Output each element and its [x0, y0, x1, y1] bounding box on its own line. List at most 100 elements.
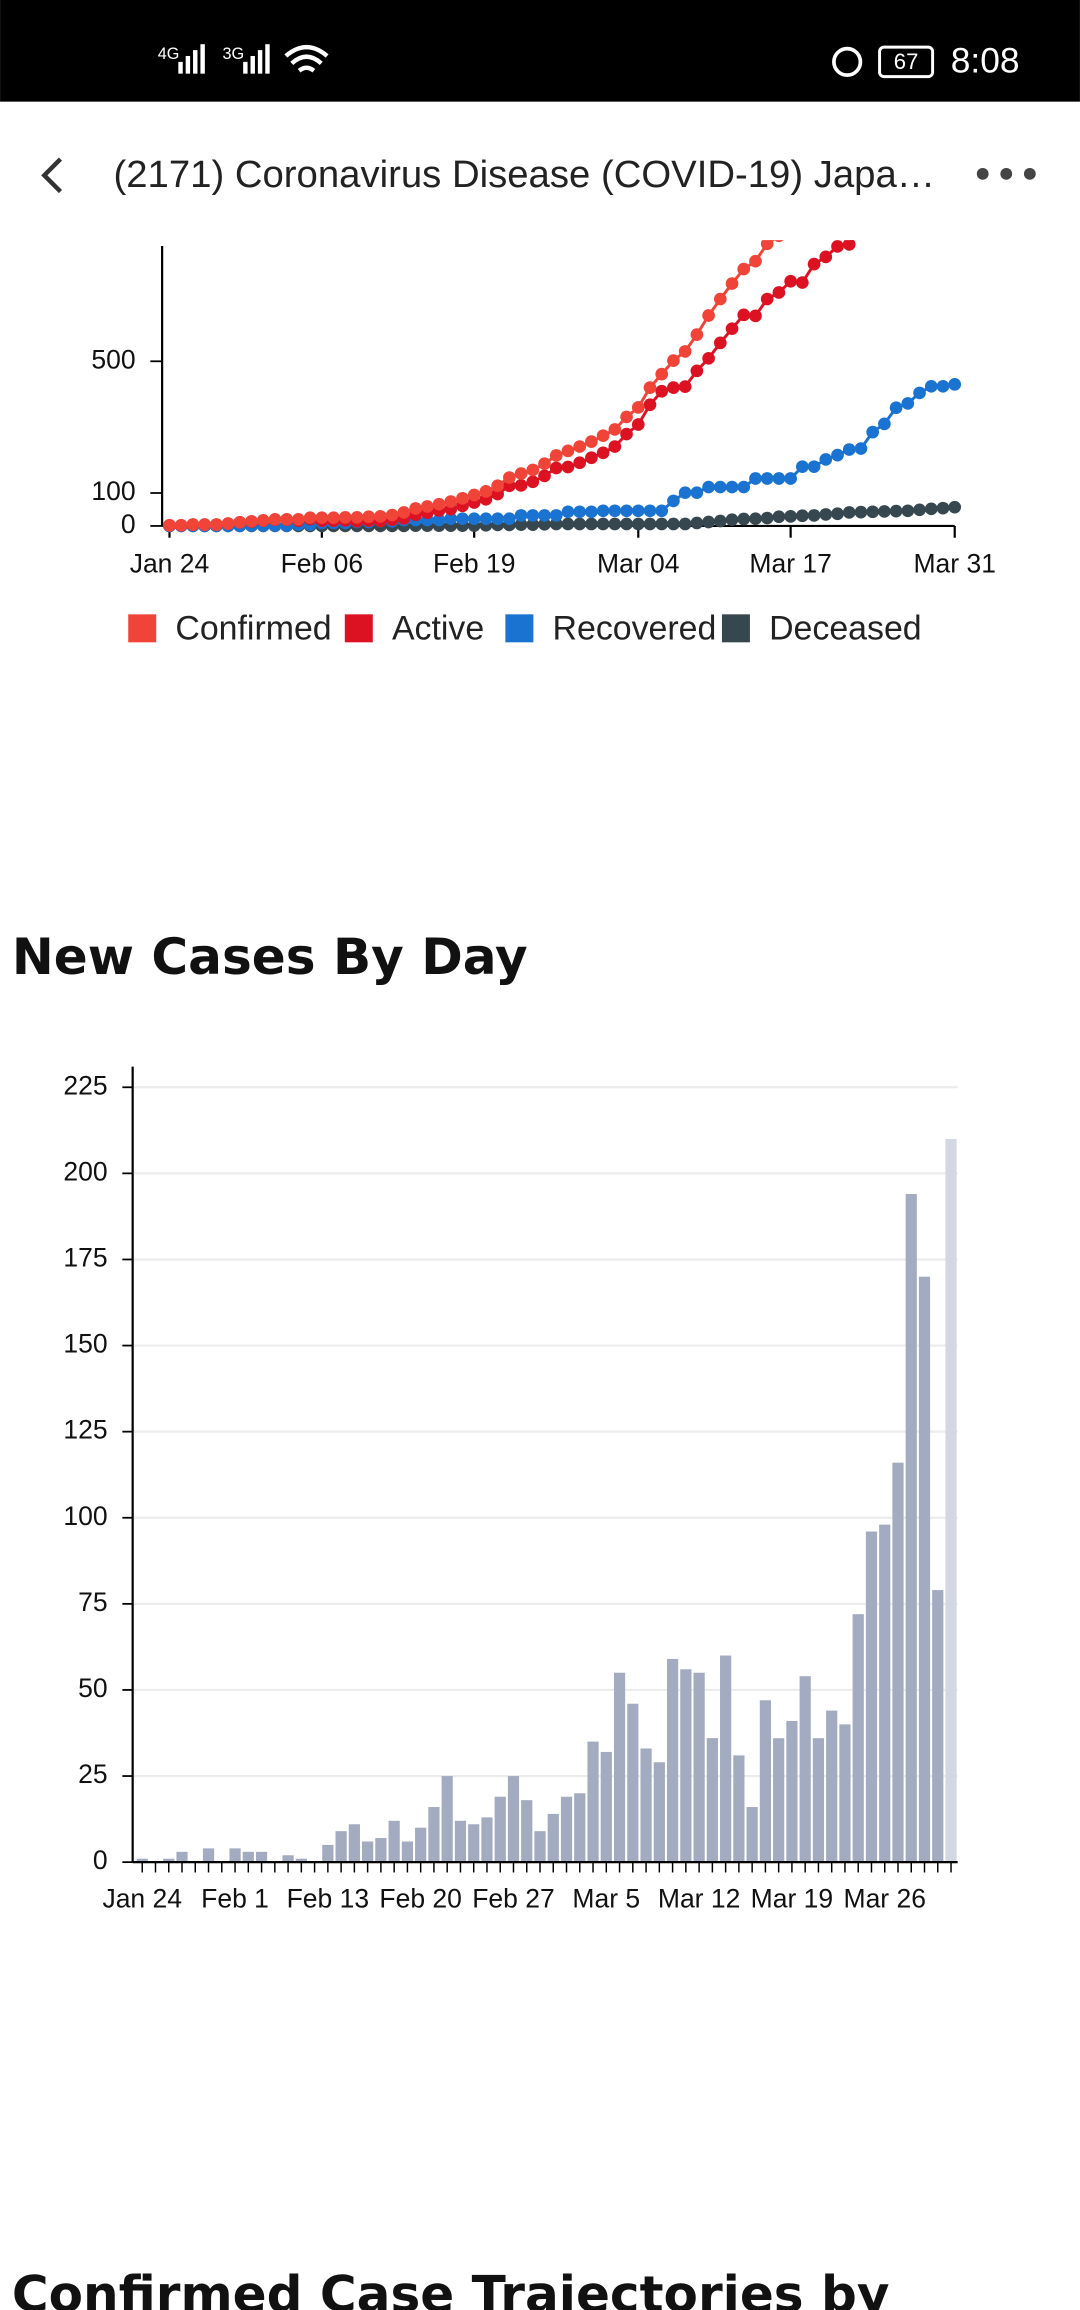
bar	[865, 1531, 878, 1863]
y-tick-label: 200	[63, 1156, 107, 1186]
data-point	[784, 218, 797, 231]
data-point	[327, 511, 340, 525]
data-point	[807, 509, 821, 522]
data-point	[913, 503, 926, 517]
bar	[587, 1741, 599, 1863]
legend-label: Recovered	[553, 609, 717, 647]
y-tick-label: 25	[78, 1759, 107, 1789]
data-point	[268, 513, 282, 526]
y-tick-label: 175	[63, 1242, 107, 1272]
bar	[202, 1848, 215, 1863]
data-point	[526, 463, 540, 477]
data-point	[737, 308, 751, 322]
data-point	[854, 442, 868, 455]
data-point	[713, 480, 727, 494]
data-point	[467, 512, 481, 526]
bar	[879, 1524, 891, 1863]
bar	[494, 1796, 506, 1863]
data-point	[163, 518, 176, 532]
x-tick-label: Mar 19	[751, 1883, 833, 1913]
data-point	[643, 517, 657, 531]
bar	[136, 1858, 148, 1863]
data-point	[749, 512, 762, 526]
bar	[918, 1276, 931, 1863]
bar	[720, 1655, 732, 1863]
data-point	[678, 486, 692, 500]
x-tick-label: Feb 13	[287, 1883, 370, 1913]
data-point	[526, 518, 540, 531]
bar	[335, 1831, 347, 1863]
data-point	[491, 512, 504, 526]
data-point	[503, 471, 516, 484]
y-tick-label: 150	[63, 1329, 107, 1359]
data-point	[585, 505, 598, 519]
data-point	[385, 508, 399, 522]
data-point	[866, 505, 880, 519]
data-point	[796, 509, 809, 523]
data-point	[878, 505, 891, 518]
alarm-icon	[832, 46, 863, 77]
clock: 8:08	[951, 42, 1020, 81]
data-point	[831, 448, 844, 462]
bar	[666, 1658, 679, 1863]
data-point	[796, 460, 809, 473]
more-button[interactable]	[976, 167, 1036, 180]
bar	[229, 1848, 241, 1863]
bar	[295, 1858, 307, 1863]
x-tick-label: Feb 06	[281, 549, 364, 579]
data-point	[948, 378, 962, 391]
data-point	[397, 506, 411, 519]
bar	[627, 1703, 639, 1863]
bar	[733, 1755, 745, 1863]
legend-label: Deceased	[769, 609, 922, 647]
data-point	[432, 497, 446, 511]
data-point	[585, 451, 598, 465]
data-point	[526, 475, 540, 489]
data-point	[549, 509, 563, 522]
bar	[574, 1793, 586, 1863]
data-point	[702, 309, 715, 322]
bar	[640, 1748, 652, 1863]
bar	[613, 1672, 626, 1863]
data-point	[807, 460, 821, 473]
legend-swatch	[344, 614, 373, 643]
data-point	[174, 518, 188, 532]
bar	[945, 1138, 957, 1863]
data-point	[631, 517, 645, 531]
data-point	[760, 511, 774, 525]
y-tick-label: 50	[78, 1673, 107, 1703]
data-point	[678, 380, 692, 393]
data-point	[479, 485, 493, 498]
bar	[255, 1851, 268, 1863]
data-point	[760, 292, 774, 306]
legend-label: Active	[392, 609, 484, 647]
battery-icon	[878, 45, 935, 79]
data-point	[889, 401, 903, 415]
data-point	[842, 240, 856, 251]
data-point	[702, 515, 715, 529]
data-point	[538, 457, 551, 471]
data-point	[456, 512, 469, 526]
data-point	[749, 254, 762, 268]
data-point	[561, 460, 575, 474]
data-point	[514, 509, 528, 522]
data-point	[549, 461, 563, 475]
bar	[521, 1800, 533, 1863]
back-button[interactable]	[41, 157, 63, 194]
data-point	[749, 309, 762, 323]
data-point	[690, 486, 704, 500]
legend-label: Confirmed	[175, 609, 331, 647]
data-point	[538, 469, 551, 483]
bar	[905, 1194, 917, 1863]
bar	[322, 1844, 334, 1863]
x-tick-label: Mar 04	[597, 549, 679, 579]
data-point	[690, 516, 704, 530]
bar	[932, 1590, 944, 1863]
data-point	[561, 505, 575, 519]
data-point	[573, 517, 587, 531]
data-point	[725, 322, 739, 336]
section-heading: Confirmed Case Trajectories by	[12, 2266, 890, 2310]
data-point	[889, 504, 903, 518]
